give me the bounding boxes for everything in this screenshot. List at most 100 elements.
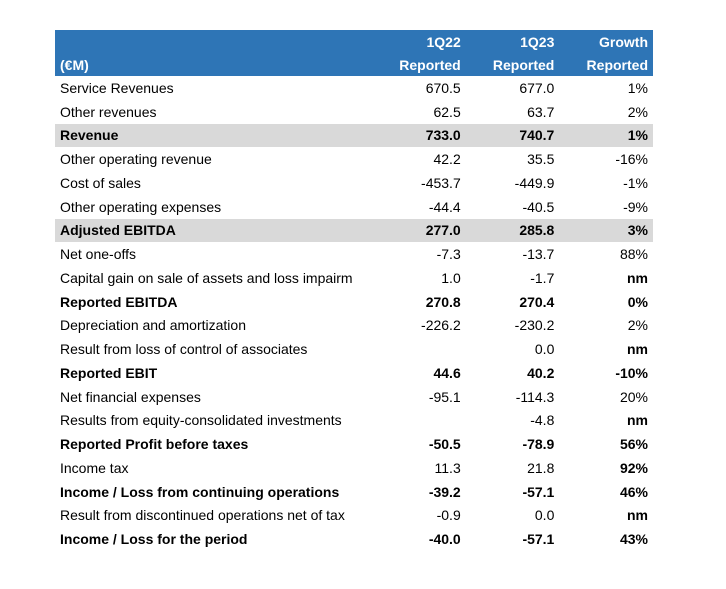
row-label: Results from equity-consolidated investm… (60, 412, 342, 429)
row-label: Adjusted EBITDA (55, 218, 373, 243)
value-1q23: 0.0 (534, 507, 555, 524)
value-1q22: 62.5 (433, 103, 461, 120)
value-1q22: -226.2 (421, 317, 461, 334)
value-growth: 88% (619, 246, 648, 263)
table-row: Reported EBIT 44.6 40.2 -10% (55, 361, 653, 385)
header-row-basis: (€M) Reported Reported Reported (55, 53, 653, 76)
value-growth: 56% (619, 436, 648, 453)
row-label: Reported EBIT (60, 364, 158, 381)
value-growth: nm (627, 507, 648, 524)
row-label: Capital gain on sale of assets and loss … (60, 269, 353, 286)
value-1q22: 277.0 (372, 218, 466, 243)
table-row: Net financial expenses -95.1 -114.3 20% (55, 385, 653, 409)
value-growth: -1% (623, 174, 648, 191)
row-label: Revenue (55, 123, 373, 148)
table-row: Income tax 11.3 21.8 92% (55, 456, 653, 480)
value-1q22 (372, 337, 466, 361)
value-1q22: -0.9 (436, 507, 461, 524)
value-1q23: 740.7 (465, 123, 560, 148)
value-1q22: -39.2 (428, 483, 461, 500)
value-1q23: -13.7 (522, 246, 555, 263)
value-1q23: -57.1 (522, 531, 555, 548)
value-1q22: -453.7 (421, 174, 461, 191)
table-row: Net one-offs -7.3 -13.7 88% (55, 242, 653, 266)
row-label: Other operating revenue (60, 151, 212, 168)
table-row: Service Revenues 670.5 677.0 1% (55, 76, 653, 100)
value-1q22: 670.5 (425, 79, 461, 96)
header-cell-unit: (€M) (60, 56, 89, 73)
value-growth: -10% (615, 364, 648, 381)
header-cell-reported-1q22: Reported (399, 56, 461, 73)
value-1q23: 270.4 (519, 293, 555, 310)
value-1q22: 270.8 (425, 293, 461, 310)
table-row: Income / Loss for the period -40.0 -57.1 43… (55, 527, 653, 551)
table-row: Income / Loss from continuing operations… (55, 480, 653, 504)
value-1q23: -1.7 (530, 269, 555, 286)
row-label: Reported EBITDA (60, 293, 178, 310)
table-row: Other operating revenue 42.2 35.5 -16% (55, 147, 653, 171)
value-1q23: -230.2 (514, 317, 555, 334)
value-growth: 1% (627, 79, 648, 96)
table-row: Results from equity-consolidated investm… (55, 409, 653, 433)
value-1q22: 42.2 (433, 151, 461, 168)
row-label: Other revenues (60, 103, 157, 120)
value-1q23: -57.1 (522, 483, 555, 500)
header-row-periods: 1Q22 1Q23 Growth (55, 30, 653, 53)
table-row: Result from loss of control of associate… (55, 337, 653, 361)
table-row: Depreciation and amortization -226.2 -230.… (55, 314, 653, 338)
value-growth: 20% (619, 388, 648, 405)
row-label: Other operating expenses (60, 198, 222, 215)
row-label: Income / Loss for the period (60, 531, 248, 548)
value-1q22: -50.5 (428, 436, 461, 453)
table-row: Other revenues 62.5 63.7 2% (55, 100, 653, 124)
value-1q23: 21.8 (527, 459, 555, 476)
header-cell-reported-1q23: Reported (492, 56, 555, 73)
row-label: Result from loss of control of associate… (60, 341, 308, 358)
value-1q22: 44.6 (433, 364, 461, 381)
value-1q22: -44.4 (428, 198, 461, 215)
table-row: Cost of sales -453.7 -449.9 -1% (55, 171, 653, 195)
value-1q22: -7.3 (436, 246, 461, 263)
value-1q23: -114.3 (515, 388, 555, 405)
header-cell-reported-growth: Reported (586, 56, 648, 73)
table-row: Revenue 733.0 740.7 1% (55, 123, 653, 148)
row-label: Net one-offs (60, 246, 137, 263)
value-1q23: -4.8 (530, 412, 555, 429)
value-growth: 2% (627, 317, 648, 334)
value-growth: 43% (619, 531, 648, 548)
value-1q23: 63.7 (527, 103, 555, 120)
value-1q23: -40.5 (522, 198, 555, 215)
row-label: Service Revenues (60, 79, 174, 96)
value-growth: nm (627, 412, 648, 429)
value-growth: -9% (623, 198, 648, 215)
value-1q23: 285.8 (465, 218, 560, 243)
value-growth: 46% (619, 483, 648, 500)
table-row: Other operating expenses -44.4 -40.5 -9% (55, 195, 653, 219)
value-1q23: 35.5 (527, 151, 555, 168)
value-growth: -16% (615, 151, 648, 168)
income-statement-table: 1Q22 1Q23 Growth (€M) Reported Reported … (55, 30, 653, 551)
value-1q22: 733.0 (372, 123, 466, 148)
row-label: Net financial expenses (60, 388, 201, 405)
row-label: Result from discontinued operations net … (60, 507, 345, 524)
value-1q22: 11.3 (434, 459, 461, 476)
value-1q22 (372, 409, 466, 433)
table-row: Reported EBITDA 270.8 270.4 0% (55, 290, 653, 314)
row-label: Reported Profit before taxes (60, 436, 249, 453)
value-growth: nm (627, 341, 648, 358)
value-1q22: -95.1 (428, 388, 461, 405)
header-cell-1q22: 1Q22 (426, 33, 461, 50)
value-growth: nm (627, 269, 648, 286)
header-cell-growth: Growth (599, 33, 648, 50)
value-growth: 0% (627, 293, 648, 310)
value-growth: 92% (619, 459, 648, 476)
value-1q23: 0.0 (534, 341, 555, 358)
value-growth: 3% (559, 218, 653, 243)
table-row: Result from discontinued operations net … (55, 504, 653, 528)
value-1q23: 677.0 (519, 79, 555, 96)
value-1q22: 1.0 (441, 269, 461, 286)
table-row: Reported Profit before taxes -50.5 -78.9 56… (55, 432, 653, 456)
value-1q22: -40.0 (428, 531, 461, 548)
table-row: Capital gain on sale of assets and loss … (55, 266, 653, 290)
value-1q23: 40.2 (527, 364, 555, 381)
